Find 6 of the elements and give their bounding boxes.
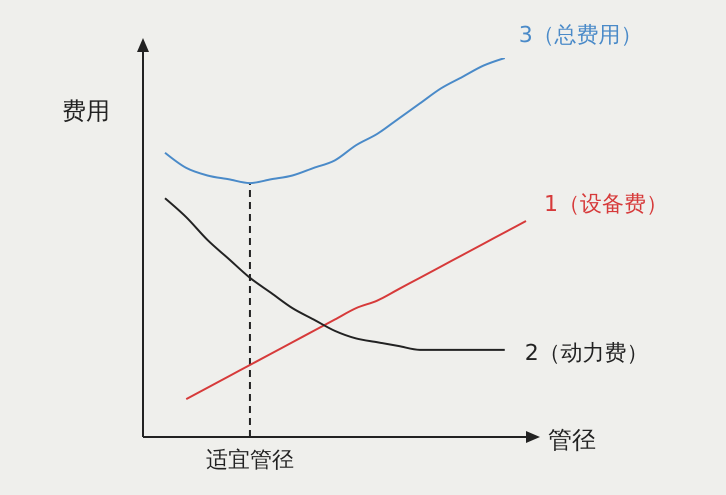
series-label: 1（设备费） — [544, 192, 668, 217]
x-axis-title: 管径 — [548, 425, 596, 456]
series-label: 3（总费用） — [518, 23, 643, 48]
text: 适宜管径 — [206, 448, 294, 473]
series-label: 2（动力费） — [524, 340, 649, 366]
y-axis-title: 费用 — [62, 96, 110, 127]
